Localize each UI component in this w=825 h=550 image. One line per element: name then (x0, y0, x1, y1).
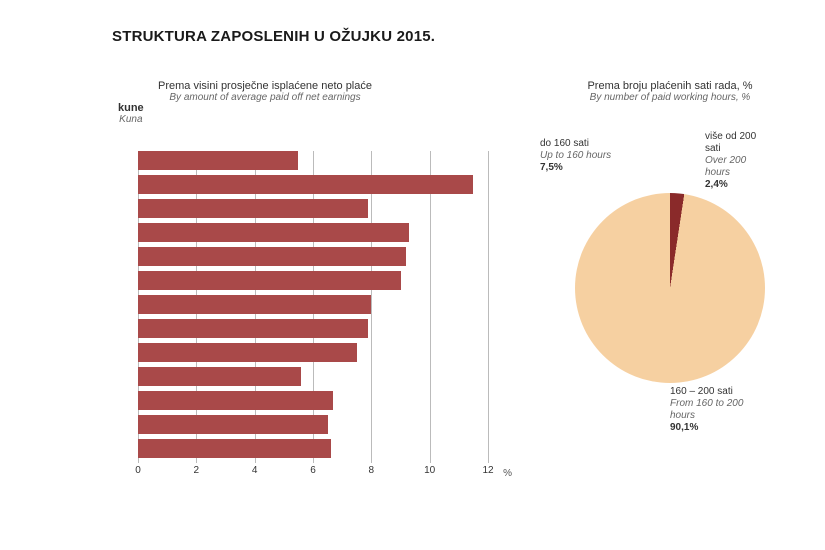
bar-rect (138, 319, 368, 338)
pie-chart: Prema broju plaćenih sati rada, % By num… (540, 80, 800, 383)
pie-label-hr: više od 200 sati (705, 131, 765, 155)
bar-gridline (430, 151, 431, 463)
bar-rect (138, 271, 401, 290)
bar-x-tick: 10 (424, 465, 435, 476)
pie-label-en: Over 200 hours (705, 155, 765, 179)
bar-chart-title: Prema visini prosječne isplaćene neto pl… (30, 80, 500, 103)
bar-rect (138, 295, 371, 314)
pie-title-en: By number of paid working hours, % (540, 92, 800, 103)
pie-wrap: do 160 satiUp to 160 hours7,5% više od 2… (575, 193, 765, 383)
bar-gridline (371, 151, 372, 463)
pie-label-value: 90,1% (670, 422, 765, 434)
bar-title-en: By amount of average paid off net earnin… (30, 92, 500, 103)
pie-label-en: Up to 160 hours (540, 150, 611, 162)
pie-label-160-200: 160 – 200 satiFrom 160 to 200 hours90,1% (670, 386, 765, 434)
pie-label-en: From 160 to 200 hours (670, 398, 765, 422)
bar-unit-en: Kuna (118, 114, 144, 125)
bar-rect (138, 343, 357, 362)
pie-label-up160: do 160 satiUp to 160 hours7,5% (540, 138, 611, 174)
bar-rect (138, 175, 473, 194)
pie-title-hr: Prema broju plaćenih sati rada, % (540, 80, 800, 92)
pie-label-value: 2,4% (705, 179, 765, 191)
pie-label-hr: 160 – 200 sati (670, 386, 765, 398)
bar-x-tick: 4 (252, 465, 258, 476)
bar-rect (138, 391, 333, 410)
bar-rect (138, 367, 301, 386)
pie-label-value: 7,5% (540, 162, 611, 174)
bar-x-tick: 12 (482, 465, 493, 476)
pie-label-over200: više od 200 satiOver 200 hours2,4% (705, 131, 765, 191)
pie-chart-title: Prema broju plaćenih sati rada, % By num… (540, 80, 800, 103)
bar-x-unit: % (503, 468, 512, 479)
bar-rect (138, 247, 406, 266)
page-title: STRUKTURA ZAPOSLENIH U OŽUJKU 2015. (112, 28, 435, 45)
bar-title-hr: Prema visini prosječne isplaćene neto pl… (30, 80, 500, 92)
pie-label-hr: do 160 sati (540, 138, 611, 150)
bar-x-axis: 024681012 (138, 465, 488, 479)
bar-gridline (488, 151, 489, 463)
bar-unit-hr: kune (118, 102, 144, 114)
bar-x-tick: 0 (135, 465, 141, 476)
bar-rect (138, 223, 409, 242)
bar-x-tick: 8 (369, 465, 375, 476)
bar-chart: Prema visini prosječne isplaćene neto pl… (30, 80, 500, 463)
bar-x-tick: 6 (310, 465, 316, 476)
bar-rect (138, 439, 331, 458)
bar-rect (138, 415, 328, 434)
bar-unit-label: kune Kuna (118, 102, 144, 125)
bar-rect (138, 199, 368, 218)
bar-plot: 024681012 % do 2 500Up to 2 5002 501–3 1… (138, 151, 488, 463)
bar-rect (138, 151, 298, 170)
pie-graphic (575, 193, 765, 383)
bar-x-tick: 2 (194, 465, 200, 476)
